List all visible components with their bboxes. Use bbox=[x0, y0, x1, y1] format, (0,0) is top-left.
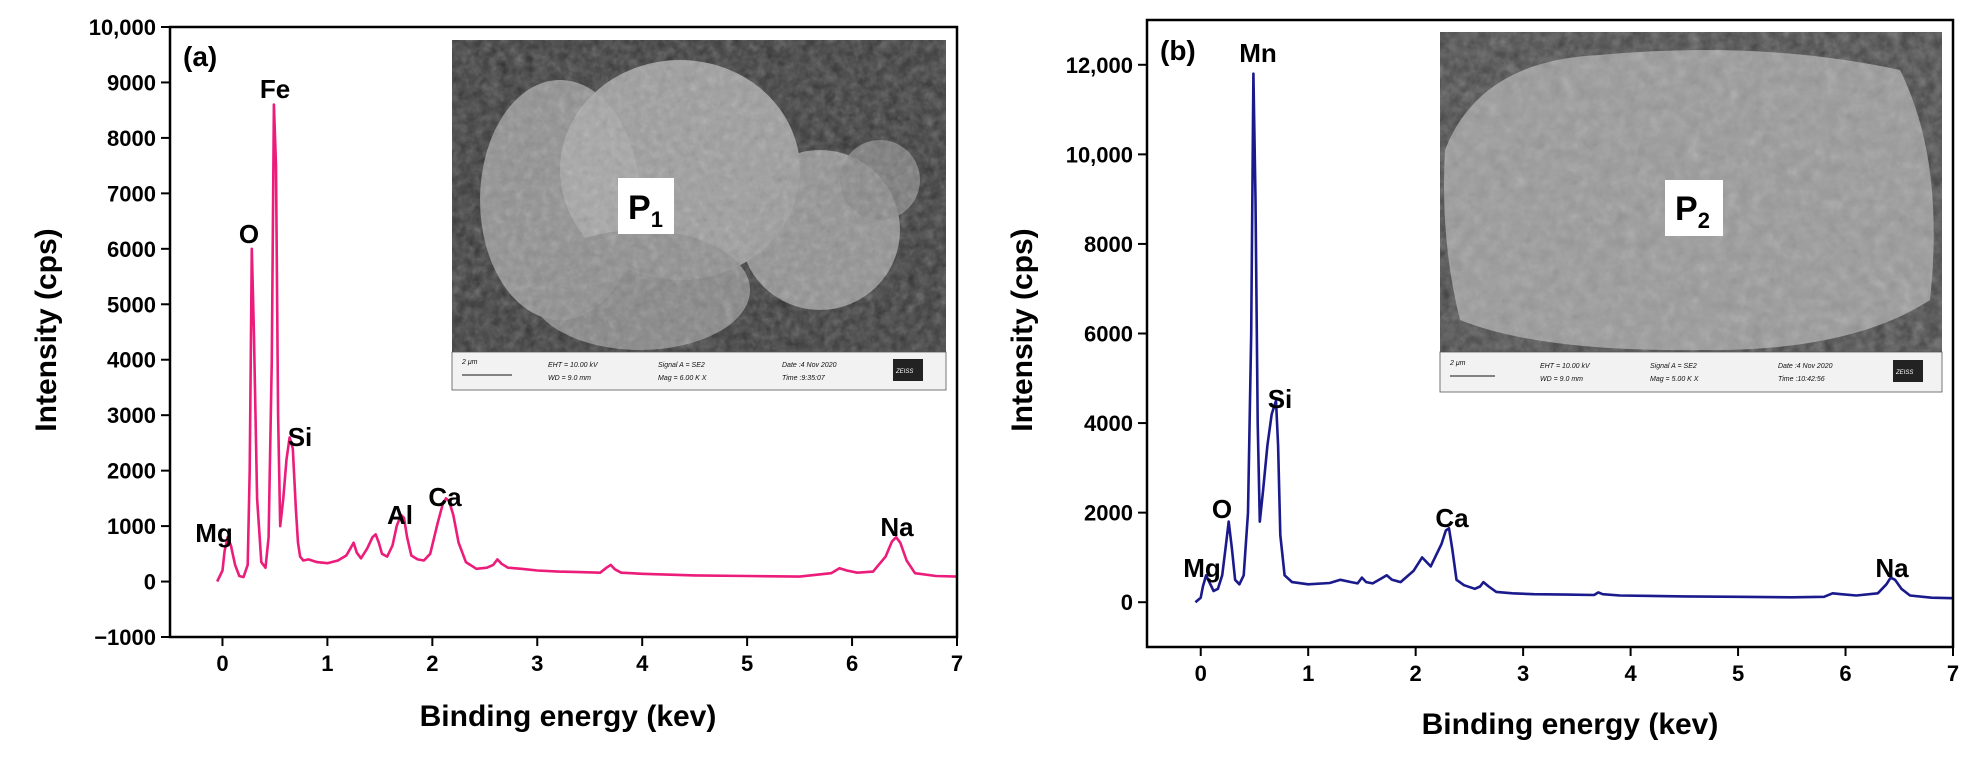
svg-text:Mag = 5.00 K X: Mag = 5.00 K X bbox=[1650, 376, 1699, 383]
peak-label-o: O bbox=[239, 219, 259, 249]
peak-labels-b: Mg O Mn Si Ca Na bbox=[1183, 38, 1909, 583]
y-tick-label-a-0: −1000 bbox=[94, 625, 156, 650]
y-tick-label-a-11: 10,000 bbox=[89, 15, 156, 40]
peak-label-fe: Fe bbox=[260, 74, 290, 104]
x-tick-label-b-2: 2 bbox=[1410, 661, 1422, 686]
peak-label-o: O bbox=[1212, 494, 1232, 524]
y-tick-label-a-1: 0 bbox=[144, 570, 156, 595]
svg-text:EHT = 10.00 kV: EHT = 10.00 kV bbox=[548, 362, 599, 369]
sem-image-inset-a: 2 μm EHT = 10.00 kV WD = 9.0 mm Signal A… bbox=[451, 40, 947, 391]
x-tick-label-b-0: 0 bbox=[1195, 661, 1207, 686]
y-tick-label-a-4: 3000 bbox=[107, 403, 156, 428]
peak-label-mg: Mg bbox=[195, 518, 233, 548]
peak-label-si: Si bbox=[288, 422, 313, 452]
inset-label-box bbox=[618, 178, 674, 234]
svg-text:Signal A = SE2: Signal A = SE2 bbox=[658, 362, 705, 369]
sem-image-inset-b: 2 μm EHT = 10.00 kV WD = 9.0 mm Signal A… bbox=[1439, 32, 1943, 393]
peak-labels-a: Mg O Fe Si Al Ca Na bbox=[195, 74, 914, 548]
x-tick-label-b-5: 5 bbox=[1732, 661, 1744, 686]
svg-text:WD = 9.0 mm: WD = 9.0 mm bbox=[548, 375, 591, 382]
y-tick-label-b-3: 6000 bbox=[1084, 322, 1133, 347]
y-tick-label-a-8: 7000 bbox=[107, 181, 156, 206]
peak-label-ca: Ca bbox=[1435, 503, 1469, 533]
svg-text:Date :4 Nov 2020: Date :4 Nov 2020 bbox=[1778, 363, 1833, 370]
peak-label-na: Na bbox=[1875, 553, 1909, 583]
sem-info-bar bbox=[1439, 351, 1943, 393]
x-axis-title-b: Binding energy (kev) bbox=[1422, 708, 1719, 741]
svg-text:2 μm: 2 μm bbox=[461, 359, 478, 366]
x-tick-label-a-7: 7 bbox=[951, 651, 963, 676]
x-tick-label-b-6: 6 bbox=[1839, 661, 1851, 686]
sem-info-text: 2 μm EHT = 10.00 kV WD = 9.0 mm Signal A… bbox=[1449, 360, 1923, 383]
y-tick-label-a-3: 2000 bbox=[107, 459, 156, 484]
x-tick-label-b-1: 1 bbox=[1302, 661, 1314, 686]
spectrum-line-b-0 bbox=[1194, 72, 1954, 604]
peak-label-si: Si bbox=[1268, 384, 1293, 414]
plot-frame-b bbox=[1145, 18, 1955, 649]
inset-label: P2 bbox=[1675, 190, 1710, 233]
sem-info-text: 2 μm EHT = 10.00 kV WD = 9.0 mm Signal A… bbox=[461, 359, 923, 382]
chart-panel-a: 0 1 2 3 4 5 6 7 −1000 0 1000 2000 3000 4000 5000 6000 70… bbox=[30, 15, 963, 733]
y-tick-label-b-4: 8000 bbox=[1084, 232, 1133, 257]
x-tick-label-a-3: 3 bbox=[531, 651, 543, 676]
x-tick-label-a-1: 1 bbox=[321, 651, 333, 676]
y-axis-title-b: Intensity (cps) bbox=[1006, 228, 1039, 431]
x-tick-label-a-2: 2 bbox=[426, 651, 438, 676]
x-tick-label-b-4: 4 bbox=[1624, 661, 1637, 686]
y-tick-label-b-0: 0 bbox=[1121, 590, 1133, 615]
x-tick-label-a-6: 6 bbox=[846, 651, 858, 676]
y-tick-label-b-1: 2000 bbox=[1084, 501, 1133, 526]
svg-text:Time :9:35:07: Time :9:35:07 bbox=[782, 375, 826, 382]
plot-frame-a bbox=[168, 25, 959, 639]
y-tick-label-a-2: 1000 bbox=[107, 514, 156, 539]
chart-panel-b: 0 1 2 3 4 5 6 7 0 2000 4000 6000 8000 10,000 12,000 2 … bbox=[1006, 18, 1959, 741]
svg-text:ZEISS: ZEISS bbox=[1895, 370, 1913, 376]
svg-text:EHT = 10.00 kV: EHT = 10.00 kV bbox=[1540, 363, 1591, 370]
x-tick-label-a-4: 4 bbox=[636, 651, 649, 676]
y-tick-label-a-6: 5000 bbox=[107, 292, 156, 317]
y-tick-label-a-10: 9000 bbox=[107, 70, 156, 95]
svg-text:Mag = 6.00 K X: Mag = 6.00 K X bbox=[658, 375, 707, 382]
y-tick-label-b-2: 4000 bbox=[1084, 411, 1133, 436]
spectrum-line-a-0 bbox=[216, 103, 958, 583]
svg-text:Date :4 Nov 2020: Date :4 Nov 2020 bbox=[782, 362, 837, 369]
y-tick-label-a-9: 8000 bbox=[107, 126, 156, 151]
y-tick-label-b-6: 12,000 bbox=[1066, 53, 1133, 78]
x-tick-label-a-0: 0 bbox=[216, 651, 228, 676]
peak-label-mg: Mg bbox=[1183, 553, 1221, 583]
x-axis-title-a: Binding energy (kev) bbox=[420, 700, 717, 733]
peak-label-al: Al bbox=[387, 500, 413, 530]
inset-label: P1 bbox=[628, 189, 663, 232]
svg-text:Time :10:42:56: Time :10:42:56 bbox=[1778, 376, 1825, 383]
y-axis-title-a: Intensity (cps) bbox=[30, 228, 63, 431]
x-tick-label-a-5: 5 bbox=[741, 651, 753, 676]
x-tick-label-b-3: 3 bbox=[1517, 661, 1529, 686]
peak-label-ca: Ca bbox=[428, 482, 462, 512]
peak-label-mn: Mn bbox=[1239, 38, 1277, 68]
y-tick-label-a-5: 4000 bbox=[107, 348, 156, 373]
inset-label-box bbox=[1665, 180, 1723, 236]
panel-label-a: (a) bbox=[183, 41, 217, 72]
panel-label-b: (b) bbox=[1160, 35, 1196, 66]
y-tick-label-b-5: 10,000 bbox=[1066, 142, 1133, 167]
svg-text:WD = 9.0 mm: WD = 9.0 mm bbox=[1540, 376, 1583, 383]
y-tick-label-a-7: 6000 bbox=[107, 237, 156, 262]
x-tick-label-b-7: 7 bbox=[1947, 661, 1959, 686]
svg-text:Signal A = SE2: Signal A = SE2 bbox=[1650, 363, 1697, 370]
sem-info-bar bbox=[451, 351, 947, 391]
svg-text:ZEISS: ZEISS bbox=[895, 369, 913, 375]
peak-label-na: Na bbox=[880, 512, 914, 542]
svg-text:2 μm: 2 μm bbox=[1449, 360, 1466, 367]
